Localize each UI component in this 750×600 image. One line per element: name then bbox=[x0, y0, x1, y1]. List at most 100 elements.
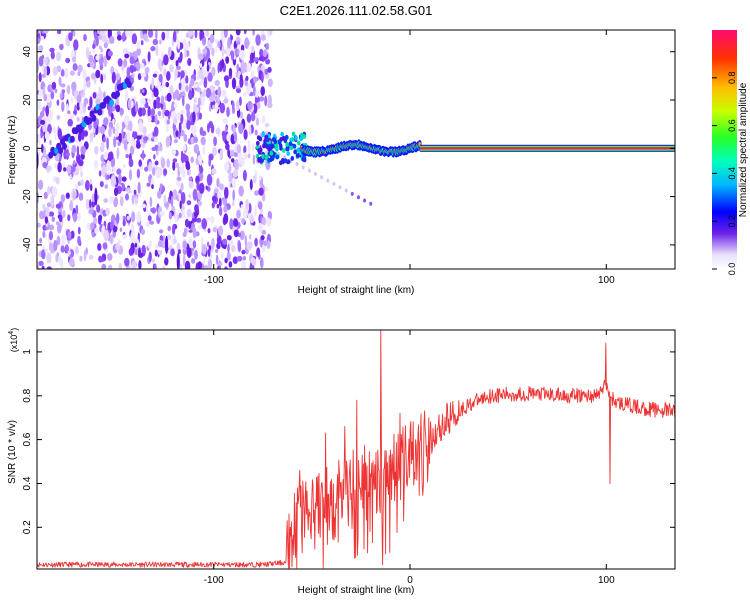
noise-blob bbox=[153, 87, 159, 98]
noise-blob bbox=[152, 73, 158, 78]
noise-blob bbox=[51, 216, 55, 222]
noise-blob bbox=[149, 132, 153, 139]
noise-blob bbox=[105, 207, 110, 216]
noise-blob bbox=[80, 145, 86, 155]
noise-blob bbox=[157, 58, 162, 70]
noise-blob bbox=[228, 239, 234, 246]
noise-blob bbox=[145, 204, 149, 214]
noise-blob bbox=[42, 230, 46, 238]
noise-blob bbox=[236, 63, 240, 72]
main-trace-blob bbox=[281, 159, 286, 165]
noise-blob bbox=[107, 152, 112, 162]
noise-blob bbox=[166, 92, 172, 102]
noise-blob bbox=[162, 265, 166, 269]
noise-blob bbox=[219, 261, 223, 266]
main-trace-blob bbox=[261, 154, 265, 159]
main-trace-blob bbox=[285, 135, 289, 141]
noise-blob bbox=[182, 95, 185, 107]
noise-blob bbox=[110, 175, 117, 187]
noise-blob bbox=[110, 221, 114, 230]
noise-blob bbox=[96, 204, 101, 213]
noise-blob bbox=[45, 105, 49, 117]
noise-blob bbox=[214, 79, 220, 87]
noise-blob bbox=[111, 71, 116, 84]
noise-blob bbox=[43, 30, 49, 34]
noise-blob bbox=[134, 242, 138, 248]
noise-blob bbox=[218, 225, 224, 236]
noise-blob bbox=[261, 229, 266, 235]
noise-blob bbox=[264, 95, 268, 107]
noise-blob bbox=[40, 36, 45, 41]
noise-blob bbox=[260, 257, 264, 269]
noise-blob bbox=[151, 147, 157, 151]
noise-blob bbox=[251, 45, 255, 54]
snr-series-line bbox=[37, 330, 675, 569]
noise-blob bbox=[225, 143, 230, 151]
noise-blob bbox=[222, 198, 228, 206]
noise-blob bbox=[144, 166, 149, 172]
noise-blob bbox=[173, 238, 177, 244]
noise-streak bbox=[176, 252, 180, 269]
noise-blob bbox=[264, 122, 270, 128]
diagonal-trace-blob bbox=[91, 114, 97, 122]
noise-blob bbox=[38, 179, 44, 190]
noise-blob bbox=[60, 258, 64, 269]
noise-blob bbox=[172, 30, 177, 43]
noise-blob bbox=[134, 196, 139, 205]
noise-blob bbox=[138, 247, 141, 257]
noise-blob bbox=[184, 260, 191, 269]
noise-blob bbox=[85, 180, 90, 191]
noise-blob bbox=[79, 255, 83, 262]
noise-blob bbox=[182, 254, 186, 267]
noise-blob bbox=[239, 96, 242, 107]
diagonal-trace-blob bbox=[69, 135, 75, 143]
noise-blob bbox=[203, 70, 209, 78]
spectrogram-frame bbox=[36, 29, 676, 270]
noise-blob bbox=[99, 64, 103, 70]
noise-blob bbox=[246, 62, 252, 73]
noise-blob bbox=[137, 181, 141, 194]
noise-blob bbox=[83, 80, 87, 92]
noise-blob bbox=[127, 30, 133, 38]
noise-blob bbox=[38, 89, 44, 98]
noise-blob bbox=[39, 132, 44, 139]
noise-blob bbox=[92, 43, 96, 50]
noise-blob bbox=[170, 248, 175, 257]
noise-blob bbox=[76, 145, 80, 157]
noise-blob bbox=[154, 263, 157, 269]
noise-blob bbox=[154, 249, 158, 257]
noise-blob bbox=[38, 45, 44, 52]
noise-blob bbox=[82, 69, 87, 81]
noise-blob bbox=[226, 106, 230, 118]
noise-blob bbox=[223, 205, 228, 213]
noise-blob bbox=[66, 103, 69, 112]
noise-blob bbox=[152, 167, 156, 176]
noise-blob bbox=[199, 30, 203, 41]
noise-blob bbox=[87, 106, 91, 111]
noise-blob bbox=[72, 63, 78, 71]
noise-blob bbox=[115, 242, 120, 251]
noise-blob bbox=[168, 211, 173, 220]
noise-blob bbox=[186, 108, 190, 119]
noise-blob bbox=[61, 101, 65, 112]
noise-blob bbox=[268, 30, 273, 36]
noise-blob bbox=[206, 64, 210, 72]
noise-blob bbox=[77, 238, 81, 246]
noise-blob bbox=[267, 94, 272, 107]
noise-blob bbox=[255, 34, 261, 46]
noise-blob bbox=[216, 203, 220, 209]
noise-blob bbox=[130, 231, 135, 243]
noise-blob bbox=[205, 185, 208, 190]
noise-blob bbox=[177, 39, 181, 50]
noise-blob bbox=[147, 115, 152, 123]
noise-blob bbox=[116, 213, 120, 224]
noise-blob bbox=[218, 206, 223, 216]
noise-blob bbox=[103, 55, 108, 68]
noise-blob bbox=[126, 215, 131, 221]
noise-blob bbox=[68, 32, 73, 41]
noise-blob bbox=[180, 78, 186, 86]
main-trace-blob bbox=[280, 131, 284, 137]
noise-blob bbox=[172, 160, 176, 171]
noise-blob bbox=[88, 54, 94, 63]
noise-blob bbox=[198, 225, 203, 230]
